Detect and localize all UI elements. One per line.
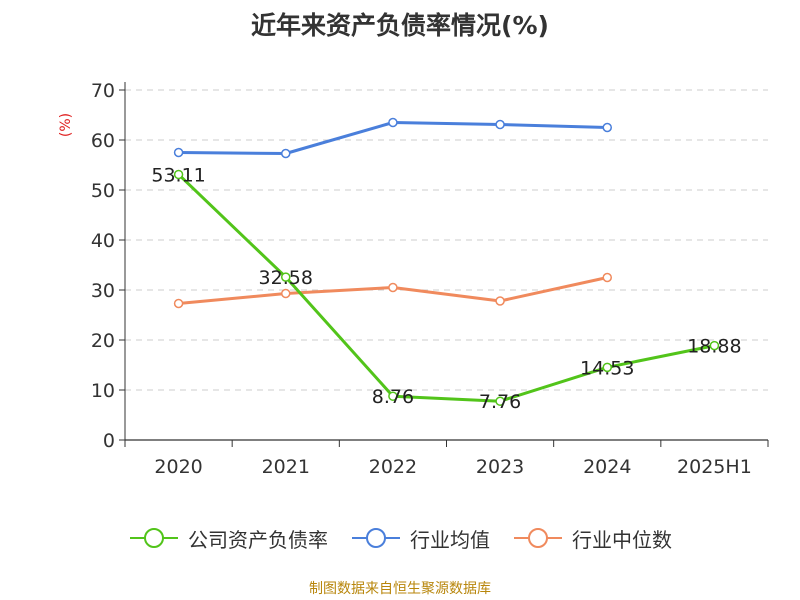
data-point xyxy=(281,272,291,282)
legend-item: 公司资产负债率 xyxy=(128,524,328,553)
data-point xyxy=(281,148,291,159)
y-tick-label: 50 xyxy=(91,180,115,202)
series-line xyxy=(177,173,715,403)
legend-item: 行业中位数 xyxy=(512,524,672,553)
data-point xyxy=(495,296,505,306)
data-point xyxy=(602,272,612,283)
source-note: 制图数据来自恒生聚源数据库 xyxy=(309,581,491,597)
data-label: 53.11 xyxy=(151,164,205,186)
data-point xyxy=(388,391,398,401)
x-tick-label: 2020 xyxy=(154,456,202,478)
y-tick-label: 0 xyxy=(103,430,115,452)
data-label: 32.58 xyxy=(259,267,313,289)
x-tick-label: 2022 xyxy=(369,456,417,478)
legend-marker-icon xyxy=(130,528,178,548)
series-lines xyxy=(173,117,720,406)
y-tick-label: 20 xyxy=(91,330,115,352)
data-labels: 53.11 32.58 8.76 7.76 14.53 18.88 xyxy=(151,164,741,413)
axes: 0 10 20 30 40 50 60 70 2020 2021 2022 2023 2024 2025H… xyxy=(58,80,769,478)
legend-item: 行业均值 xyxy=(350,524,490,553)
x-tick-label: 2024 xyxy=(583,456,631,478)
x-tick-label: 2021 xyxy=(262,456,310,478)
data-point xyxy=(173,147,184,158)
data-point xyxy=(281,288,291,299)
x-tick-label: 2023 xyxy=(476,456,524,478)
data-point xyxy=(602,362,612,373)
legend-marker-icon xyxy=(352,528,400,548)
data-point xyxy=(709,340,720,351)
data-point xyxy=(388,282,398,293)
data-point xyxy=(173,298,184,309)
grid-lines xyxy=(125,89,768,391)
data-point xyxy=(602,122,612,133)
chart-title: 近年来资产负债率情况(%) xyxy=(251,11,549,40)
x-tick-label: 2025H1 xyxy=(677,456,752,478)
y-axis-unit-label: (%) xyxy=(58,113,74,137)
legend: 公司资产负债率 行业均值 行业中位数 xyxy=(0,520,800,556)
data-label: 8.76 xyxy=(372,386,414,408)
legend-label: 公司资产负债率 xyxy=(188,527,328,552)
data-point xyxy=(495,119,505,130)
data-label: 14.53 xyxy=(580,357,634,379)
y-tick-label: 70 xyxy=(91,80,115,102)
data-point xyxy=(495,396,505,406)
y-tick-label: 30 xyxy=(91,280,115,302)
y-tick-label: 10 xyxy=(91,380,115,402)
data-point xyxy=(173,169,184,180)
y-tick-label: 60 xyxy=(91,130,115,152)
legend-marker-icon xyxy=(514,528,562,548)
legend-label: 行业中位数 xyxy=(572,527,672,552)
y-tick-label: 40 xyxy=(91,230,115,252)
data-label: 18.88 xyxy=(687,336,741,358)
data-point xyxy=(388,117,398,128)
data-label: 7.76 xyxy=(479,391,521,413)
legend-label: 行业均值 xyxy=(410,527,490,552)
